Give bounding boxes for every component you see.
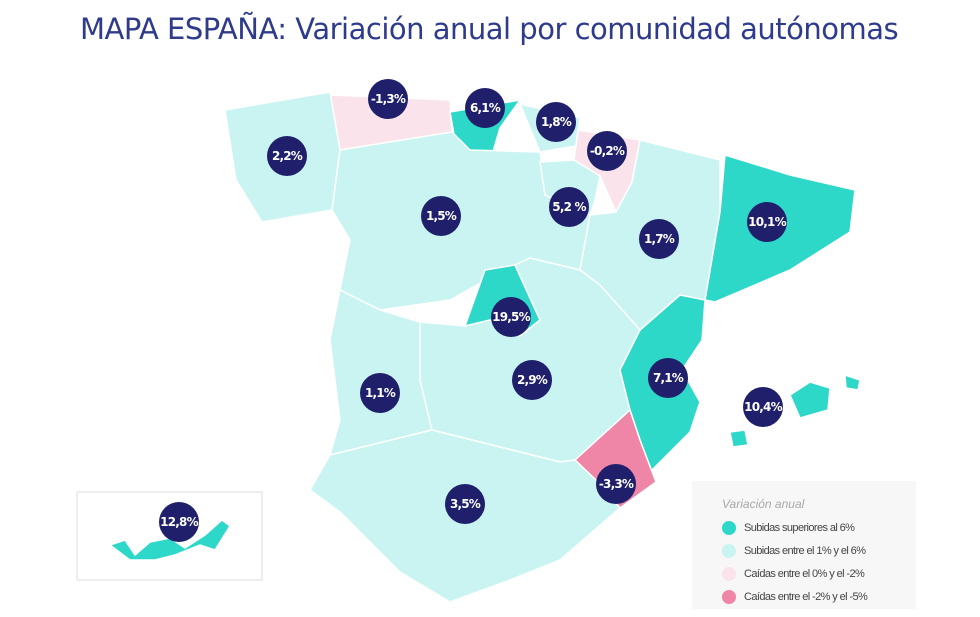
bubble-circle (648, 358, 688, 398)
legend-swatch (722, 567, 736, 581)
value-label: 1,8% (541, 115, 572, 129)
legend-item: Caídas entre el -2% y el -5% (722, 590, 868, 604)
region-shape (328, 288, 433, 457)
bubble-circle (360, 373, 400, 413)
value-label: 1,5% (426, 209, 457, 223)
bubble-circle (368, 79, 408, 119)
value-label: 1,7% (644, 232, 675, 246)
value-label: 12,8% (160, 515, 198, 529)
legend-label: Subidas entre el 1% y el 6% (744, 545, 866, 557)
canary-islands-inset (76, 491, 263, 581)
bubble-circle (421, 196, 461, 236)
bubble-circle (267, 136, 307, 176)
bubble-circle (743, 387, 783, 427)
value-bubble: 3,5% (445, 484, 485, 524)
value-label: 1,1% (365, 386, 396, 400)
bubble-circle (465, 88, 505, 128)
value-label: 2,2% (272, 149, 303, 163)
value-bubble: 1,8% (536, 102, 576, 142)
value-bubble: 19,5% (491, 297, 531, 337)
island-shape (729, 429, 749, 448)
bubble-circle (491, 297, 531, 337)
value-bubble: -0,2% (587, 131, 627, 171)
island-shape (844, 373, 861, 391)
region-shape (789, 381, 831, 419)
legend-label: Caídas entre el 0% y el -2% (744, 568, 865, 580)
value-bubble: 1,1% (360, 373, 400, 413)
bubble-circle (536, 102, 576, 142)
value-label: -0,2% (590, 144, 625, 158)
bubble-circle (587, 131, 627, 171)
legend-label: Caídas entre el -2% y el -5% (744, 591, 868, 603)
bubble-circle (512, 360, 552, 400)
legend-item: Subidas superiores al 6% (722, 521, 855, 535)
value-label: -1,3% (371, 92, 406, 106)
value-bubble: 7,1% (648, 358, 688, 398)
map-title: MAPA ESPAÑA: Variación anual por comunid… (80, 12, 899, 46)
value-bubble: 10,4% (743, 387, 783, 427)
value-label: 7,1% (653, 371, 684, 385)
legend-swatch (722, 544, 736, 558)
bubble-circle (596, 464, 636, 504)
value-label: -3,3% (599, 477, 634, 491)
value-bubble: 2,9% (512, 360, 552, 400)
value-label: 10,4% (744, 400, 782, 414)
value-bubble: 1,5% (421, 196, 461, 236)
legend-swatch (722, 590, 736, 604)
legend-item: Subidas entre el 1% y el 6% (722, 544, 866, 558)
value-label: 19,5% (492, 310, 530, 324)
value-label: 6,1% (470, 101, 501, 115)
bubble-circle (747, 202, 787, 242)
value-label: 2,9% (517, 373, 548, 387)
value-bubble: -3,3% (596, 464, 636, 504)
bubble-circle (445, 484, 485, 524)
bubble-circle (549, 187, 589, 227)
value-bubble: 6,1% (465, 88, 505, 128)
value-label: 10,1% (748, 215, 786, 229)
legend-label: Subidas superiores al 6% (744, 522, 855, 534)
value-bubble: 12,8% (159, 502, 199, 542)
legend-swatch (722, 521, 736, 535)
legend-title: Variación anual (722, 497, 805, 511)
value-bubble: 1,7% (639, 219, 679, 259)
value-bubble: 2,2% (267, 136, 307, 176)
bubble-circle (639, 219, 679, 259)
value-bubble: 5,2 % (549, 187, 589, 227)
legend: Variación anual Subidas superiores al 6%… (692, 481, 916, 609)
region-shape (108, 519, 232, 561)
value-bubble: -1,3% (368, 79, 408, 119)
bubble-circle (159, 502, 199, 542)
value-bubble: 10,1% (747, 202, 787, 242)
legend-item: Caídas entre el 0% y el -2% (722, 567, 865, 581)
value-label: 3,5% (450, 497, 481, 511)
value-label: 5,2 % (552, 200, 586, 214)
